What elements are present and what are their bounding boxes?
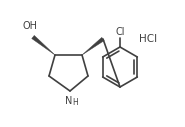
- Text: HCl: HCl: [139, 34, 157, 44]
- Text: Cl: Cl: [115, 27, 125, 37]
- Text: H: H: [72, 98, 78, 107]
- Text: OH: OH: [23, 21, 38, 31]
- Polygon shape: [32, 35, 55, 55]
- Polygon shape: [82, 37, 104, 55]
- Text: N: N: [65, 96, 73, 106]
